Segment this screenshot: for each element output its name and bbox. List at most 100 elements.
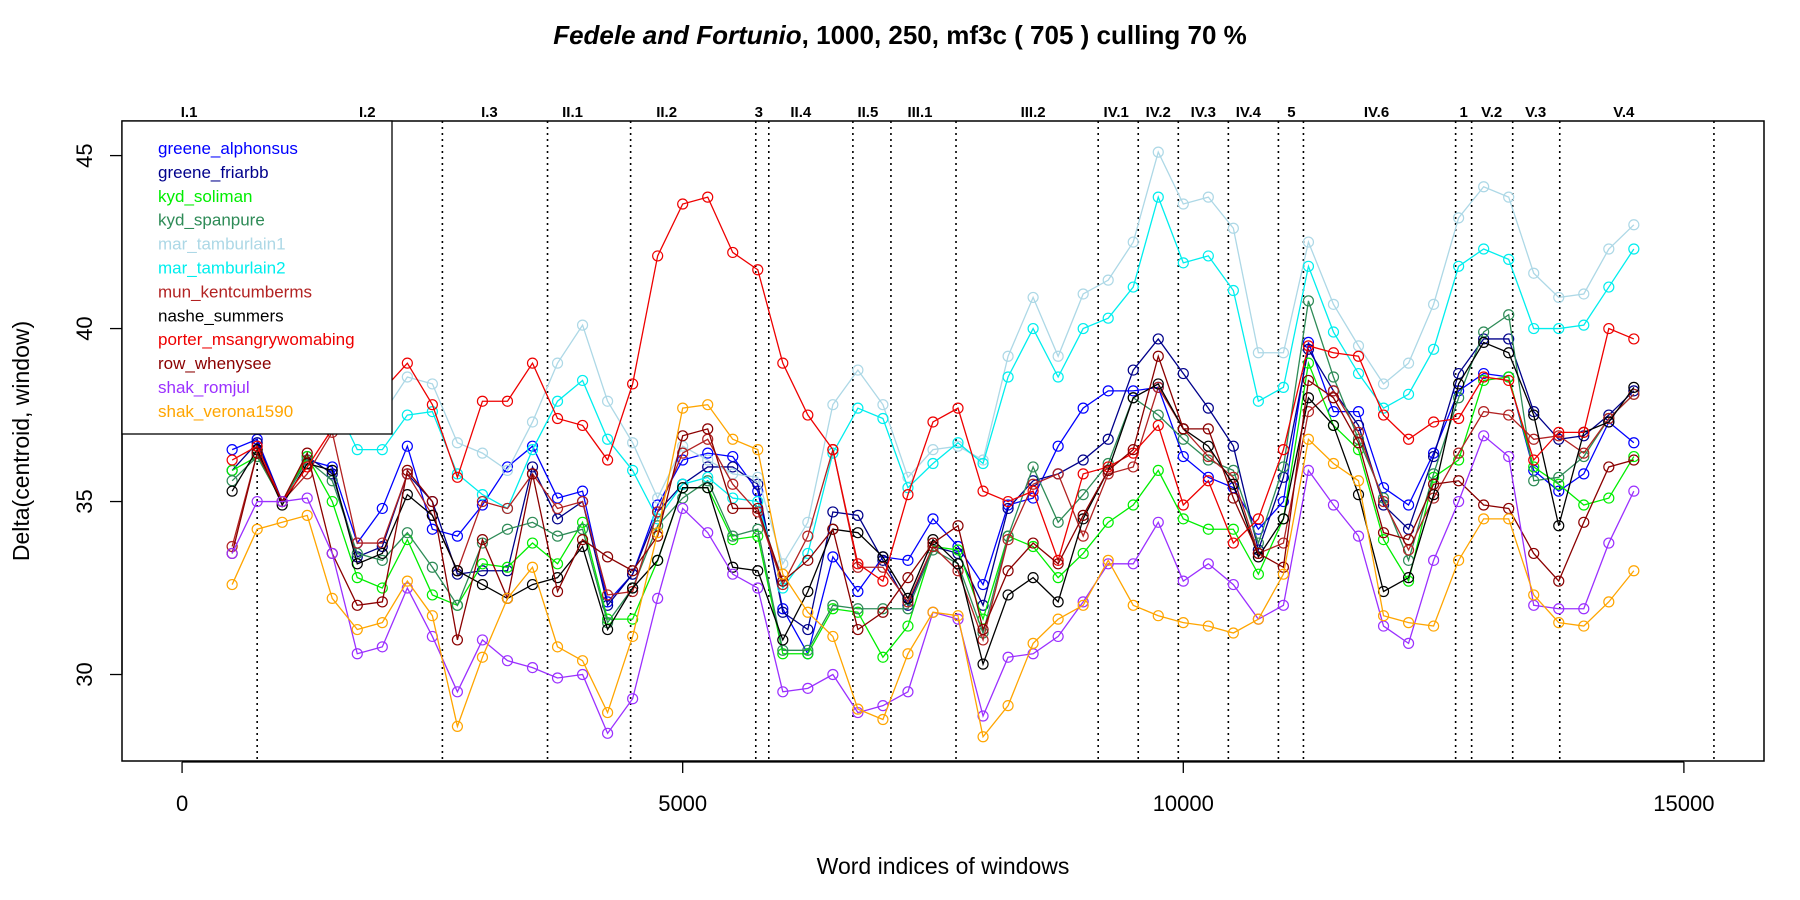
data-point	[551, 672, 564, 684]
data-point	[1528, 547, 1540, 560]
data-point	[351, 648, 363, 660]
data-point	[1027, 291, 1039, 304]
data-point	[401, 371, 413, 383]
data-point	[1302, 357, 1315, 369]
data-point	[1002, 651, 1014, 663]
data-point	[1377, 402, 1390, 414]
data-point	[777, 606, 789, 618]
data-point	[802, 623, 814, 636]
data-point	[1077, 599, 1089, 611]
data-point	[1453, 412, 1465, 425]
data-point	[551, 395, 564, 407]
data-point	[1077, 596, 1089, 608]
data-point	[1177, 198, 1189, 210]
legend-entry: shak_romjul	[158, 378, 250, 397]
data-point	[1052, 613, 1064, 625]
data-point	[877, 651, 889, 663]
series-mun_kentcumberms	[226, 381, 1640, 646]
scene-label: IV.1	[1104, 104, 1129, 121]
data-point	[1002, 700, 1014, 712]
data-point	[1052, 572, 1064, 584]
data-point	[451, 437, 464, 449]
data-point	[1478, 181, 1490, 193]
x-tick-label: 0	[176, 791, 188, 816]
data-point	[1503, 309, 1515, 321]
data-point	[827, 399, 839, 411]
data-point	[752, 582, 764, 594]
data-point	[752, 523, 764, 535]
data-point	[1427, 554, 1440, 566]
data-point	[1252, 568, 1264, 580]
data-point	[476, 651, 489, 663]
data-point	[852, 623, 864, 636]
data-point	[1302, 236, 1315, 248]
data-point	[401, 575, 413, 587]
data-point	[777, 603, 789, 615]
data-point	[1227, 222, 1239, 234]
data-point	[501, 502, 514, 515]
data-point	[1002, 495, 1014, 508]
data-point	[1127, 392, 1139, 404]
data-point	[1327, 499, 1340, 511]
data-point	[1152, 378, 1164, 390]
data-point	[952, 437, 964, 449]
data-point	[501, 523, 514, 535]
data-point	[727, 561, 739, 573]
data-point	[451, 599, 464, 611]
data-point	[476, 447, 489, 459]
data-point	[1077, 547, 1089, 560]
data-point	[1227, 440, 1239, 452]
data-point	[376, 547, 388, 560]
data-point	[576, 540, 589, 553]
data-point	[1553, 291, 1565, 304]
data-point	[1277, 513, 1290, 525]
scene-label: I.2	[359, 104, 376, 121]
data-point	[1027, 461, 1039, 473]
data-point	[426, 509, 438, 521]
data-point	[852, 558, 864, 570]
data-point	[551, 641, 564, 653]
data-point	[401, 468, 413, 480]
scene-label: V.2	[1481, 104, 1502, 121]
scene-label: 1	[1459, 104, 1467, 121]
data-point	[1302, 340, 1315, 352]
scene-label: V.3	[1525, 104, 1546, 121]
data-point	[1052, 558, 1064, 570]
data-point	[877, 575, 889, 587]
data-point	[877, 606, 889, 618]
data-point	[476, 495, 489, 508]
data-point	[1528, 589, 1540, 601]
legend-entry: greene_friarbb	[158, 163, 269, 182]
data-point	[1402, 533, 1415, 546]
data-point	[627, 585, 639, 598]
data-point	[1553, 426, 1565, 438]
data-point	[1352, 530, 1365, 542]
data-point	[1377, 495, 1390, 508]
y-tick-label: 40	[72, 316, 97, 340]
legend-entry: kyd_spanpure	[158, 211, 265, 230]
data-point	[1478, 243, 1490, 255]
data-point	[1152, 191, 1164, 203]
data-point	[1127, 281, 1139, 293]
data-point	[526, 468, 539, 480]
data-point	[1377, 409, 1390, 421]
data-point	[1227, 537, 1239, 549]
data-point	[1377, 527, 1390, 539]
data-point	[1478, 499, 1490, 511]
data-point	[852, 364, 864, 376]
data-point	[1277, 347, 1290, 359]
data-point	[852, 527, 864, 539]
data-point	[501, 464, 514, 477]
data-point	[1227, 284, 1239, 297]
data-point	[877, 412, 889, 425]
data-point	[977, 658, 989, 670]
data-point	[551, 585, 564, 598]
data-point	[1077, 402, 1089, 414]
data-point	[1077, 454, 1089, 466]
scene-label: II.2	[656, 104, 677, 121]
data-point	[476, 558, 489, 570]
data-point	[1628, 243, 1640, 255]
data-point	[1427, 478, 1440, 490]
data-point	[601, 727, 614, 739]
data-point	[576, 319, 589, 331]
